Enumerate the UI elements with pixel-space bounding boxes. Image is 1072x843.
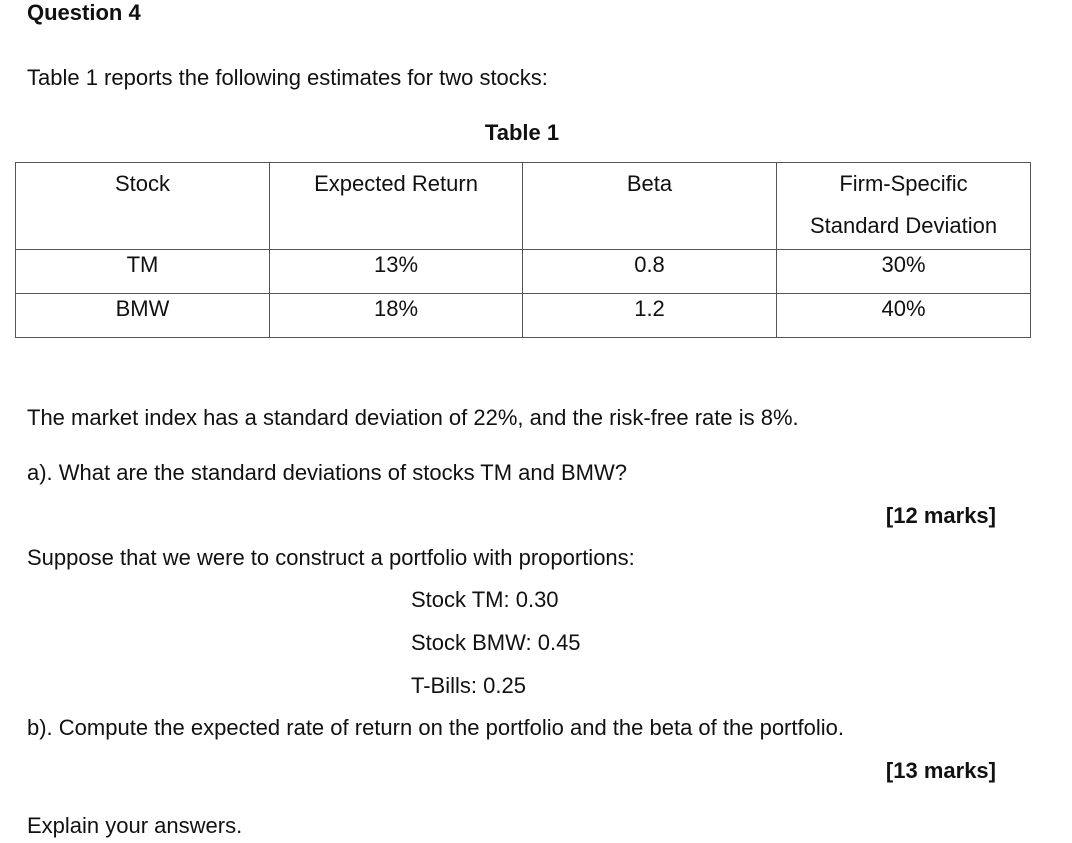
cell-firm-specific-sd: 40%: [776, 293, 1031, 338]
header-firm-specific-sd: Firm-Specific Standard Deviation: [776, 162, 1031, 250]
cell-beta: 0.8: [522, 249, 777, 294]
table-row: TM 13% 0.8 30%: [15, 249, 1031, 294]
cell-stock: BMW: [15, 293, 270, 338]
proportion-item: Stock BMW: 0.45: [411, 630, 581, 655]
market-info-text: The market index has a standard deviatio…: [27, 405, 799, 430]
intro-text: Table 1 reports the following estimates …: [27, 65, 548, 90]
proportion-item: T-Bills: 0.25: [411, 673, 526, 698]
closing-text: Explain your answers.: [27, 813, 243, 838]
cell-stock: TM: [15, 249, 270, 294]
suppose-text: Suppose that we were to construct a port…: [27, 545, 635, 570]
table-row: BMW 18% 1.2 40%: [15, 293, 1031, 338]
marks-b-label: [13 marks]: [885, 758, 996, 783]
header-firm-specific-line2: Standard Deviation: [809, 213, 998, 238]
question-heading: Question 4: [27, 0, 141, 25]
header-beta-label: Beta: [626, 171, 673, 196]
header-stock-label: Stock: [114, 171, 171, 196]
proportion-item: Stock TM: 0.30: [411, 587, 559, 612]
header-expected-return-label: Expected Return: [314, 171, 478, 196]
cell-beta: 1.2: [522, 293, 777, 338]
header-stock: Stock: [15, 162, 270, 250]
cell-expected-return: 13%: [269, 249, 523, 294]
header-beta: Beta: [522, 162, 777, 250]
cell-expected-return: 18%: [269, 293, 523, 338]
cell-firm-specific-sd: 30%: [776, 249, 1031, 294]
table-caption: Table 1: [484, 120, 560, 145]
question-b-text: b). Compute the expected rate of return …: [27, 715, 844, 740]
table-header-row: Stock Expected Return Beta Firm-Specific…: [15, 162, 1031, 250]
header-firm-specific-line1: Firm-Specific: [839, 171, 968, 196]
marks-a-label: [12 marks]: [885, 503, 996, 528]
question-a-text: a). What are the standard deviations of …: [27, 460, 627, 485]
estimates-table: Stock Expected Return Beta Firm-Specific…: [15, 162, 1031, 338]
header-expected-return: Expected Return: [269, 162, 523, 250]
